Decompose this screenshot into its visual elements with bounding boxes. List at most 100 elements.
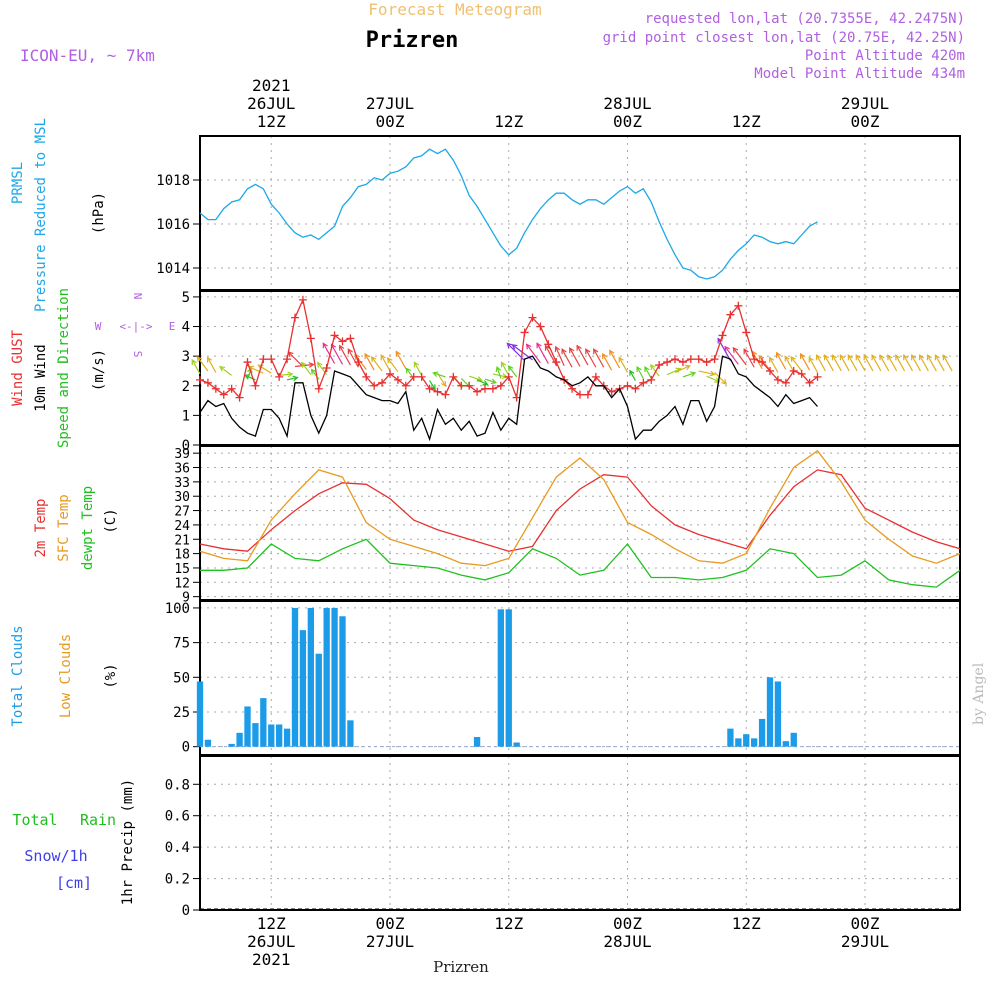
wind-direction-arrow — [934, 354, 945, 372]
wind-gust-marker — [718, 331, 727, 340]
compass-west: W — [95, 320, 102, 333]
wind-gust-marker — [488, 384, 497, 393]
y-tick-label: 1 — [182, 408, 190, 424]
wind-direction-arrow — [831, 354, 842, 372]
y-tick-label: 5 — [182, 290, 190, 306]
wind-direction-arrow — [429, 380, 436, 391]
wind-gust-marker — [742, 328, 751, 337]
total-precip-label: Total — [12, 811, 57, 829]
wind-gust-marker — [734, 301, 743, 310]
total-cloud-bar — [743, 734, 750, 747]
wind-gust-marker — [346, 334, 355, 343]
wind-gust-marker — [298, 295, 307, 304]
total-cloud-bar — [758, 718, 766, 747]
wind-direction-arrow — [847, 354, 858, 372]
total-cloud-bar — [473, 736, 481, 747]
y-tick-label: 18 — [174, 548, 190, 563]
wind-gust-marker — [196, 375, 204, 384]
wind-direction-arrow — [609, 349, 621, 369]
wind-direction-arrow — [386, 357, 399, 373]
y-tick-label: 39 — [174, 447, 190, 462]
model-altitude: Model Point Altitude 434m — [754, 66, 965, 82]
time-label-bottom: 00Z — [376, 914, 405, 933]
wind-labels: Wind GUST 10m Wind Speed and Direction (… — [10, 288, 175, 448]
wind-gust-marker — [813, 372, 822, 381]
wind-compass: <-|-> W E N S — [95, 293, 176, 358]
y-tick-label: 0.6 — [165, 809, 190, 825]
wind-gust-marker — [663, 358, 672, 367]
wind-direction-arrow — [775, 351, 787, 370]
wind-direction-arrow — [432, 371, 446, 378]
wind-gust-marker — [591, 372, 600, 381]
wind-direction-arrow — [500, 361, 510, 376]
time-label-bottom: 2021 — [252, 950, 291, 969]
total-cloud-bar — [299, 630, 307, 747]
y-tick-label: 27 — [174, 505, 190, 520]
wind-direction-arrow — [926, 354, 937, 372]
total-cloud-bar — [790, 732, 797, 747]
wind-unit: (m/s) — [91, 349, 107, 391]
wind-direction-arrow — [636, 366, 644, 379]
total-cloud-bar — [497, 609, 504, 747]
wind-gust-marker — [370, 381, 379, 390]
wind-direction-arrow — [698, 370, 716, 377]
wind-direction-arrow — [585, 348, 597, 368]
y-tick-label: 9 — [182, 591, 190, 606]
time-label-top: 12Z — [257, 112, 286, 131]
time-label-top: 00Z — [851, 112, 880, 131]
total-cloud-bar — [782, 741, 789, 747]
wind-gust-marker — [267, 355, 276, 364]
wind-gust-marker — [583, 390, 592, 399]
y-tick-label: 36 — [174, 462, 190, 477]
total-cloud-bar — [735, 738, 742, 747]
wind-10m-label: 10m Wind — [33, 344, 49, 411]
y-tick-label: 25 — [173, 705, 190, 721]
wind-gust-marker — [710, 355, 719, 364]
wind-direction-arrow — [507, 365, 518, 378]
wind-direction-arrow — [911, 354, 921, 372]
wind-direction-arrow — [799, 352, 811, 371]
wind-gust-marker — [386, 369, 394, 378]
wind-gust-marker — [576, 390, 584, 399]
wind-gust-marker — [686, 355, 695, 364]
snow-unit-label: [cm] — [56, 874, 92, 892]
wind-direction-arrow — [784, 355, 795, 372]
compass-east: E — [169, 320, 176, 333]
y-tick-label: 1018 — [156, 173, 190, 189]
wind-direction-arrow — [714, 372, 728, 385]
wind-gust-marker — [496, 381, 505, 390]
wind-gust-label: Wind GUST — [10, 330, 26, 406]
wind-direction-arrow — [887, 354, 898, 372]
wind-gust-marker — [639, 378, 648, 387]
snow-label: Snow/1h — [24, 847, 87, 865]
precip-labels: Total Rain Snow/1h [cm] 1hr Precip (mm) — [12, 779, 136, 905]
footer-location: Prizren — [433, 958, 489, 976]
wind-gust-marker — [251, 381, 260, 390]
total-cloud-bar — [196, 681, 204, 747]
wind-gust-marker — [702, 358, 711, 367]
wind-gust-marker — [441, 390, 450, 399]
clouds-panel: 0 25 50 75 100 — [165, 600, 961, 756]
wind-direction-arrow — [196, 355, 209, 372]
time-label-top: 00Z — [376, 112, 405, 131]
wind-direction-arrow — [903, 354, 914, 372]
wind-gust-marker — [306, 334, 315, 343]
wind-direction-arrow — [219, 365, 233, 376]
panel-frame — [199, 755, 961, 911]
wind-direction-arrow — [413, 361, 423, 376]
y-tick-label: 0 — [182, 903, 190, 919]
time-label-bottom: 00Z — [613, 914, 642, 933]
low-clouds-label: Low Clouds — [58, 634, 74, 718]
wind-direction-arrow — [206, 356, 217, 373]
wind-direction-arrow — [855, 354, 866, 372]
temp-unit: (C) — [103, 508, 119, 533]
panel-frame — [199, 135, 961, 291]
wind-gust-marker — [314, 384, 323, 393]
y-tick-label: 0.4 — [165, 840, 190, 856]
wind-direction-arrow — [301, 361, 312, 376]
wind-gust-marker — [789, 366, 798, 375]
wind-direction-arrow — [863, 354, 874, 372]
total-cloud-bar — [347, 720, 354, 747]
y-tick-label: 33 — [174, 476, 190, 491]
wind-gust-marker — [338, 337, 347, 346]
